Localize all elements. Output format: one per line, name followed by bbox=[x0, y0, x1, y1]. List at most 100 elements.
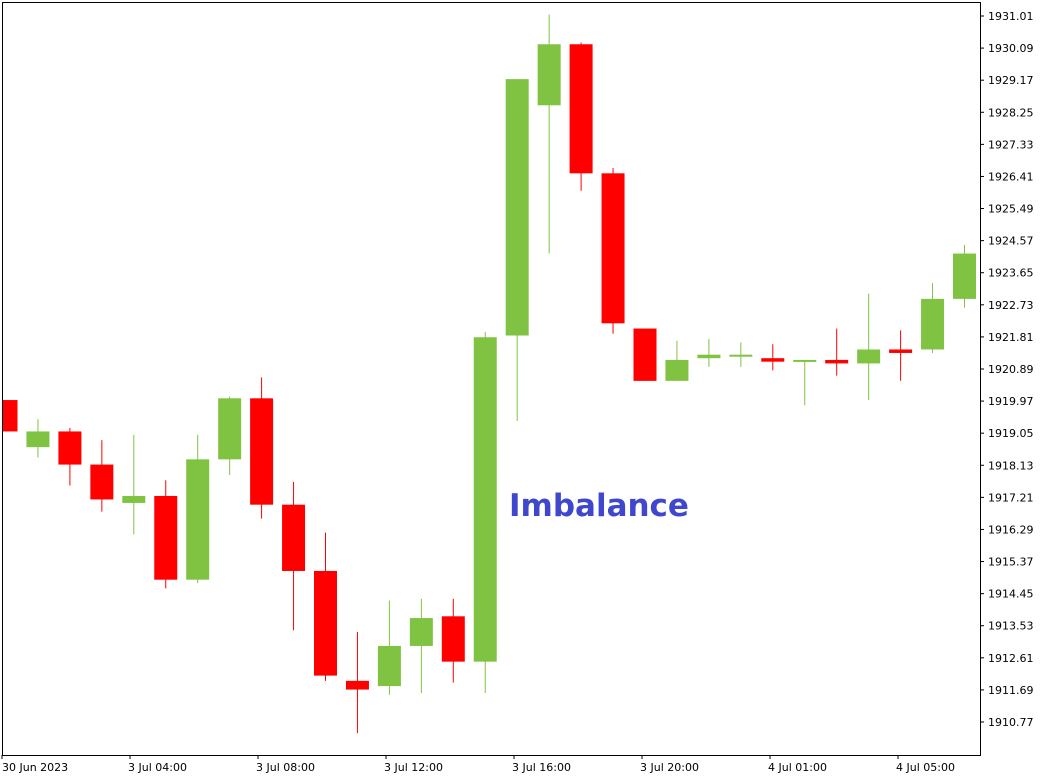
candle-body bbox=[825, 359, 849, 364]
candle-body bbox=[473, 337, 497, 662]
candle bbox=[441, 598, 465, 683]
candle bbox=[953, 244, 976, 308]
candle-body bbox=[793, 359, 817, 362]
candle-body bbox=[26, 431, 50, 448]
candle-body bbox=[601, 173, 625, 324]
y-tick-label: 1913.53 bbox=[988, 620, 1034, 633]
candle bbox=[633, 328, 657, 381]
candle bbox=[793, 359, 817, 406]
candle bbox=[26, 419, 50, 458]
candle-body bbox=[345, 680, 369, 690]
y-tick-label: 1919.05 bbox=[988, 427, 1034, 440]
y-tick-label: 1916.29 bbox=[988, 523, 1034, 536]
plot-frame bbox=[2, 2, 981, 756]
candle bbox=[58, 427, 82, 486]
candle-body bbox=[90, 464, 114, 500]
y-tick-label: 1914.45 bbox=[988, 588, 1034, 601]
candle-body bbox=[250, 398, 274, 505]
candle bbox=[409, 598, 433, 694]
candle-body bbox=[857, 349, 881, 364]
y-tick-label: 1926.41 bbox=[988, 170, 1034, 183]
candle-body bbox=[761, 358, 785, 362]
candle-body bbox=[729, 354, 753, 357]
x-tick-label: 4 Jul 05:00 bbox=[896, 761, 955, 774]
axes-layer bbox=[1, 2, 984, 759]
y-tick-label: 1917.21 bbox=[988, 491, 1034, 504]
x-tick-label: 3 Jul 04:00 bbox=[128, 761, 187, 774]
y-tick-label: 1925.49 bbox=[988, 203, 1034, 216]
y-tick-label: 1922.73 bbox=[988, 299, 1034, 312]
y-tick-label: 1918.13 bbox=[988, 459, 1034, 472]
x-tick-label: 4 Jul 01:00 bbox=[768, 761, 827, 774]
y-tick-label: 1920.89 bbox=[988, 363, 1034, 376]
candle-body bbox=[569, 44, 593, 174]
y-tick-label: 1929.17 bbox=[988, 74, 1034, 87]
candle-body bbox=[58, 431, 82, 465]
candle-body bbox=[953, 253, 976, 299]
candle bbox=[921, 283, 945, 353]
y-tick-label: 1928.25 bbox=[988, 106, 1034, 119]
y-tick-label: 1910.77 bbox=[988, 716, 1034, 729]
candle-body bbox=[665, 359, 689, 381]
x-tick-label: 30 Jun 2023 bbox=[2, 761, 68, 774]
candle bbox=[282, 482, 306, 631]
candle bbox=[889, 330, 913, 381]
candle-body bbox=[122, 495, 146, 503]
candle bbox=[761, 344, 785, 371]
candle-body bbox=[186, 459, 210, 580]
candle bbox=[122, 434, 146, 535]
y-tick-label: 1919.97 bbox=[988, 395, 1034, 408]
x-tick-label: 3 Jul 12:00 bbox=[384, 761, 443, 774]
y-tick-label: 1927.33 bbox=[988, 138, 1034, 151]
y-tick-label: 1930.09 bbox=[988, 42, 1034, 55]
candle bbox=[537, 14, 561, 254]
candle bbox=[665, 340, 689, 381]
candle-body bbox=[537, 44, 561, 106]
candle bbox=[154, 480, 178, 589]
candle bbox=[250, 377, 274, 519]
candle-body bbox=[441, 616, 465, 662]
candle bbox=[3, 400, 18, 432]
x-tick-label: 3 Jul 08:00 bbox=[256, 761, 315, 774]
candle bbox=[601, 168, 625, 334]
imbalance-annotation: Imbalance bbox=[509, 488, 689, 524]
candle-body bbox=[154, 495, 178, 580]
candle bbox=[697, 339, 721, 367]
y-tick-label: 1912.61 bbox=[988, 652, 1034, 665]
y-tick-label: 1915.37 bbox=[988, 556, 1034, 569]
candle-body bbox=[921, 298, 945, 350]
candle-body bbox=[409, 618, 433, 646]
candle bbox=[473, 332, 497, 694]
y-tick-label: 1921.81 bbox=[988, 331, 1034, 344]
candle bbox=[729, 342, 753, 367]
candle-body bbox=[697, 354, 721, 359]
y-tick-label: 1931.01 bbox=[988, 10, 1034, 23]
candle bbox=[505, 79, 529, 421]
y-tick-label: 1924.57 bbox=[988, 235, 1034, 248]
candle-body bbox=[633, 328, 657, 381]
candle-body bbox=[377, 645, 401, 687]
candle-body bbox=[3, 400, 18, 432]
y-tick-label: 1911.69 bbox=[988, 684, 1034, 697]
candle-body bbox=[505, 79, 529, 336]
candle bbox=[314, 532, 337, 681]
candle bbox=[186, 434, 210, 584]
candle bbox=[345, 632, 369, 734]
candle-body bbox=[314, 570, 337, 676]
candle bbox=[857, 293, 881, 401]
x-tick-label: 3 Jul 20:00 bbox=[640, 761, 699, 774]
candle bbox=[825, 328, 849, 376]
x-tick-label: 3 Jul 16:00 bbox=[512, 761, 571, 774]
candle-body bbox=[889, 349, 913, 353]
candle-body bbox=[282, 504, 306, 571]
candle-body bbox=[218, 398, 242, 460]
candle bbox=[90, 440, 114, 512]
candle bbox=[569, 42, 593, 191]
candle bbox=[218, 396, 242, 476]
candle bbox=[377, 600, 401, 695]
labels-layer: 1931.01 1930.09 1929.17 1928.25 1927.33 1926.… bbox=[2, 10, 1034, 774]
candles-layer bbox=[3, 14, 976, 734]
y-tick-label: 1923.65 bbox=[988, 267, 1034, 280]
